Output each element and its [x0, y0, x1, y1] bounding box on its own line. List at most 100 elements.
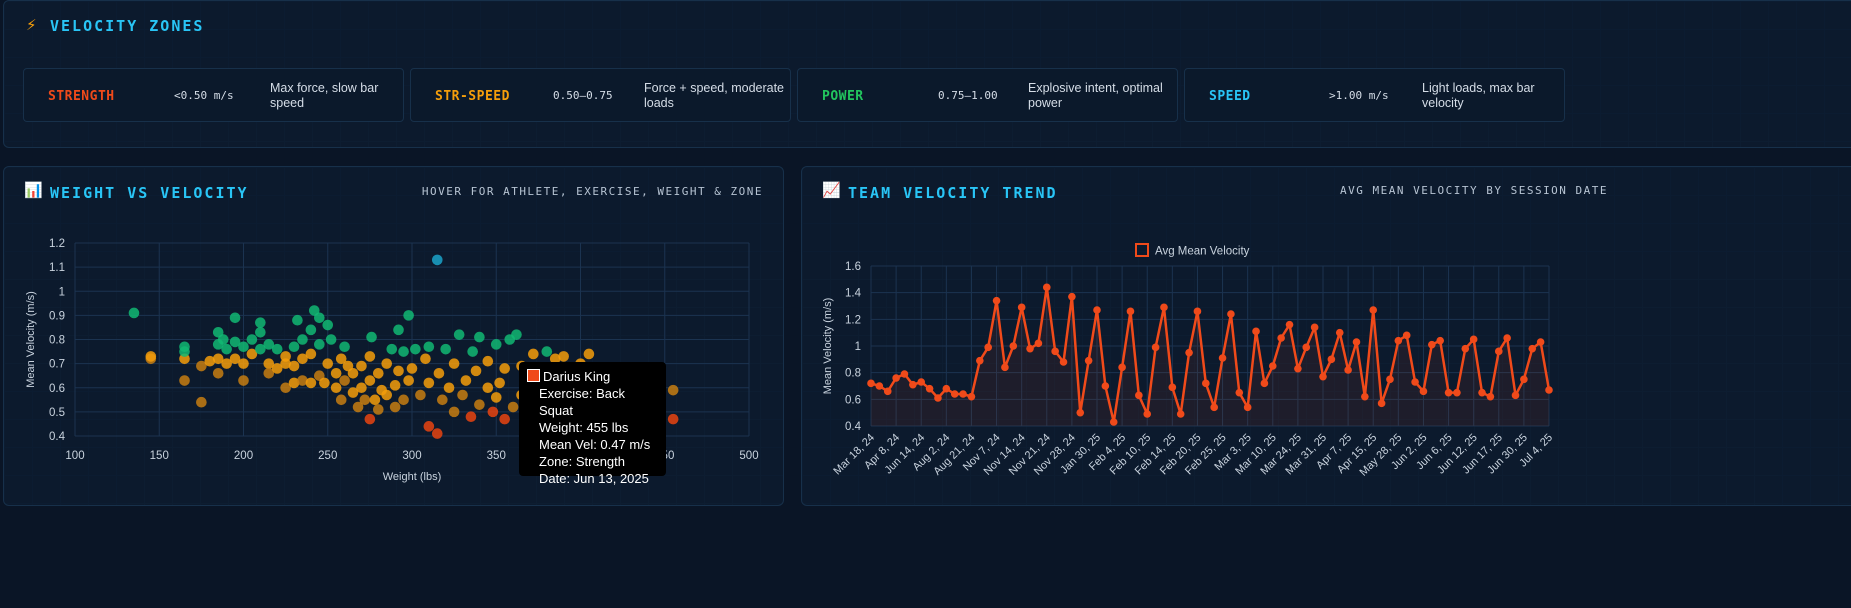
scatter-point — [297, 353, 308, 365]
scatter-point — [448, 358, 460, 369]
y-axis-label: Mean Velocity (m/s) — [25, 291, 37, 388]
tooltip-athlete: Darius King — [527, 368, 658, 385]
data-point — [917, 378, 926, 386]
data-point — [1135, 391, 1143, 400]
scatter-point — [359, 394, 371, 406]
scatter-point — [352, 401, 364, 413]
scatter-point — [305, 377, 317, 389]
scatter-point — [319, 377, 330, 389]
scatter-point — [423, 377, 435, 389]
scatter-point — [356, 382, 367, 394]
data-point — [984, 343, 992, 352]
data-point — [1017, 303, 1026, 312]
data-point — [1436, 336, 1444, 345]
data-point — [959, 390, 967, 398]
data-point — [934, 394, 942, 402]
y-tick-label: 0.4 — [845, 421, 862, 433]
legend-label: Avg Mean Velocity — [1155, 246, 1250, 258]
x-tick-label: 200 — [234, 450, 253, 462]
zone-name: SPEED — [1209, 89, 1251, 104]
data-point — [1386, 375, 1394, 384]
tooltip-zone: Zone: Strength — [539, 454, 625, 469]
scatter-point — [541, 346, 553, 357]
data-point — [1051, 347, 1059, 356]
scatter-point — [482, 355, 494, 367]
y-tick-label: 0.9 — [49, 310, 65, 322]
scatter-point — [212, 353, 224, 365]
x-tick-label: 100 — [65, 450, 84, 462]
data-point — [900, 370, 909, 378]
y-tick-label: 1.6 — [845, 261, 861, 273]
scatter-point — [393, 324, 404, 336]
scatter-point — [335, 394, 347, 406]
scatter-point — [271, 363, 283, 374]
data-point — [1402, 331, 1411, 340]
scatter-point — [314, 339, 325, 350]
weight-velocity-chart[interactable]: 0.4 0.5 0.6 0.7 0.8 0.9 1 1.1 1.2 100 150 200 250 300… — [3, 206, 784, 506]
data-point — [1143, 410, 1152, 418]
scatter-point — [347, 367, 359, 379]
data-point — [1511, 391, 1520, 400]
scatter-point — [398, 346, 409, 357]
data-point — [1344, 366, 1352, 374]
data-point — [950, 390, 959, 398]
data-point — [1260, 379, 1269, 388]
scatter-point — [420, 353, 431, 365]
scatter-point — [145, 351, 157, 362]
data-point — [1026, 344, 1034, 353]
y-tick-label: 1.4 — [845, 288, 862, 300]
scatter-point — [467, 346, 478, 357]
zone-name: POWER — [822, 89, 864, 104]
scatter-point — [431, 254, 443, 266]
scatter-point — [373, 404, 384, 415]
scatter-point — [221, 358, 232, 369]
scatter-point — [437, 394, 448, 406]
zone-range: 0.50–0.75 — [553, 89, 613, 102]
scatter-point — [457, 389, 468, 401]
x-tick-label: 250 — [318, 450, 337, 462]
y-axis-label: Mean Velocity (m/s) — [822, 298, 834, 395]
data-point — [1218, 354, 1227, 362]
scatter-point — [443, 382, 455, 394]
y-tick-label: 0.7 — [49, 359, 65, 371]
scatter-point — [453, 329, 465, 340]
data-point — [1268, 362, 1277, 370]
data-point — [1503, 334, 1511, 342]
scatter-point — [511, 329, 522, 340]
data-point — [967, 392, 976, 401]
data-point — [1536, 338, 1545, 346]
scatter-point — [330, 367, 342, 379]
scatter-point — [347, 387, 359, 398]
scatter-point — [474, 399, 485, 410]
data-point — [1285, 320, 1294, 329]
scatter-point — [403, 375, 414, 386]
scatter-point — [460, 375, 472, 386]
scatter-point — [322, 358, 334, 369]
data-point — [1545, 386, 1553, 394]
data-point — [1294, 364, 1302, 373]
data-point — [1109, 418, 1118, 426]
scatter-point — [393, 365, 404, 377]
scatter-point — [292, 314, 303, 326]
scatter-point — [297, 375, 308, 386]
data-point — [883, 387, 892, 396]
data-point — [1302, 343, 1311, 352]
zone-range: >1.00 m/s — [1329, 89, 1389, 102]
scatter-point — [288, 341, 300, 353]
bar-chart-icon: 📊 — [24, 181, 43, 199]
velocity-zones-title: VELOCITY ZONES — [50, 17, 205, 35]
y-tick-label: 1.1 — [49, 262, 65, 274]
scatter-point — [423, 421, 435, 432]
scatter-point — [196, 396, 207, 408]
data-point — [1009, 342, 1018, 350]
scatter-point — [364, 413, 376, 425]
scatter-point — [667, 384, 679, 396]
tooltip-swatch — [527, 369, 540, 382]
data-point — [1202, 379, 1210, 388]
lightning-icon: ⚡ — [26, 16, 37, 34]
scatter-point — [314, 312, 325, 324]
data-point — [942, 384, 951, 393]
scatter-point — [364, 351, 376, 362]
legend-swatch — [1135, 243, 1149, 257]
